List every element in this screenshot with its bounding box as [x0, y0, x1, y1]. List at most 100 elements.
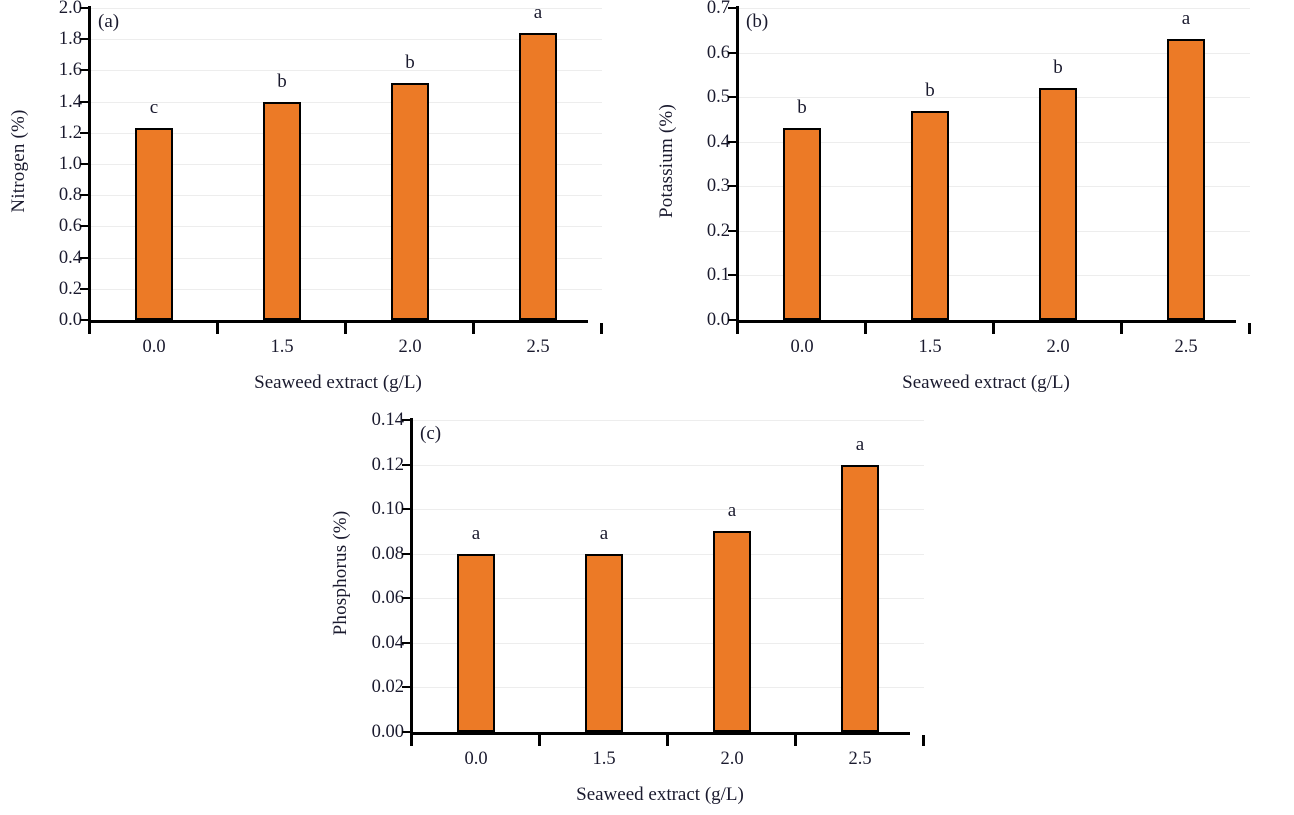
bar[interactable]: [783, 128, 821, 320]
y-tick-label: 0.6: [58, 216, 82, 237]
y-tick-label: 0.02: [371, 677, 404, 698]
y-axis-tick-labels: 0.0 0.1 0.2 0.3 0.4 0.5 0.6 0.7: [678, 0, 730, 329]
bar[interactable]: [391, 82, 429, 320]
y-tick-label: 0.2: [706, 220, 730, 241]
y-tick-label: 0.5: [706, 86, 730, 107]
significance-letter: a: [599, 522, 609, 544]
bar[interactable]: [519, 32, 557, 320]
gridline: [738, 275, 1250, 277]
significance-letter: a: [855, 433, 865, 455]
y-axis-spine: [410, 418, 413, 734]
gridline: [412, 553, 924, 555]
bar-slot: a: [474, 3, 602, 320]
x-tick-mark: [922, 735, 925, 746]
gridline: [412, 642, 924, 644]
x-tick-label: 0.0: [142, 337, 166, 357]
bar-slot: a: [668, 420, 796, 732]
panel-label: (c): [420, 423, 442, 444]
bar[interactable]: [841, 464, 879, 732]
x-tick-label: 1.5: [918, 337, 942, 357]
y-tick-mark: [80, 287, 88, 290]
y-axis-title: Nitrogen (%): [8, 109, 29, 213]
y-tick-mark: [728, 51, 736, 54]
y-tick-mark: [402, 731, 410, 733]
bar-slot: b: [346, 8, 474, 320]
panel-label: (a): [98, 11, 120, 32]
bar-slot: b: [218, 8, 346, 320]
bar[interactable]: [457, 553, 495, 732]
gridline: [90, 257, 602, 259]
y-tick-mark: [80, 319, 88, 321]
y-tick-mark: [402, 552, 410, 555]
gridline: [738, 97, 1250, 99]
y-tick-label: 0.1: [706, 265, 730, 286]
bar[interactable]: [135, 128, 173, 320]
y-tick-mark: [80, 163, 88, 165]
x-tick-mark: [344, 323, 347, 334]
gridline: [90, 8, 602, 9]
y-tick-label: 2.0: [58, 0, 82, 18]
x-axis-spine: [410, 732, 910, 735]
x-tick-label: 0.0: [464, 749, 488, 769]
bar[interactable]: [911, 110, 949, 320]
x-tick-mark: [1120, 323, 1123, 334]
y-tick-label: 0.12: [371, 454, 404, 475]
y-tick-mark: [402, 419, 410, 421]
bar[interactable]: [263, 101, 301, 320]
significance-letter: a: [533, 1, 543, 23]
significance-letter: b: [277, 70, 287, 92]
y-axis-spine: [736, 6, 739, 322]
x-axis-spine: [736, 320, 1236, 323]
gridline: [738, 8, 1250, 9]
gridline: [412, 464, 924, 466]
plot-area: c b b a: [90, 3, 602, 320]
y-axis-title: Potassium (%): [656, 104, 677, 218]
y-tick-mark: [728, 185, 736, 188]
y-tick-mark: [80, 100, 88, 103]
gridline: [90, 226, 602, 228]
bar[interactable]: [1039, 88, 1077, 320]
panel-a-nitrogen: Nitrogen (%) 0.0 0.2 0.4 0.6 0.8 1.0 1.2 1.4 1.6 1…: [0, 0, 620, 400]
y-tick-label: 0.06: [371, 588, 404, 609]
bar[interactable]: [713, 531, 751, 732]
y-tick-mark: [80, 7, 88, 9]
gridline: [90, 164, 602, 165]
y-tick-label: 0.00: [371, 721, 404, 742]
bar[interactable]: [1167, 39, 1205, 320]
y-tick-mark: [402, 508, 410, 511]
y-tick-mark: [80, 256, 88, 259]
y-tick-label: 0.04: [371, 632, 404, 653]
y-tick-label: 0.10: [371, 498, 404, 519]
x-tick-mark: [538, 735, 541, 746]
panel-a-inner: Nitrogen (%) 0.0 0.2 0.4 0.6 0.8 1.0 1.2 1.4 1.6 1…: [0, 0, 620, 400]
y-axis-tick-labels: 0.00 0.02 0.04 0.06 0.08 0.10 0.12 0.14: [352, 411, 404, 741]
y-axis-spine: [88, 6, 91, 322]
x-tick-mark: [410, 735, 413, 746]
significance-letter: a: [471, 522, 481, 544]
gridline: [412, 687, 924, 689]
x-tick-label: 1.5: [592, 749, 616, 769]
bar-slot: a: [540, 420, 668, 732]
bar[interactable]: [585, 553, 623, 732]
y-tick-mark: [728, 7, 736, 9]
x-axis-title: Seaweed extract (g/L): [902, 372, 1070, 393]
y-tick-label: 0.0: [706, 309, 730, 330]
panel-b-inner: Potassium (%) 0.0 0.1 0.2 0.3 0.4 0.5 0.6 0.7 b b b…: [648, 0, 1268, 400]
y-tick-mark: [728, 229, 736, 232]
y-tick-mark: [80, 38, 88, 41]
y-tick-label: 1.2: [58, 122, 82, 143]
gridline: [90, 70, 602, 72]
y-tick-mark: [402, 463, 410, 466]
panel-label: (b): [746, 11, 769, 32]
x-tick-mark: [88, 323, 91, 334]
bar-series: b b b a: [738, 8, 1250, 320]
x-tick-mark: [794, 735, 797, 746]
x-tick-label: 2.5: [526, 337, 550, 357]
x-tick-label: 2.5: [1174, 337, 1198, 357]
gridline: [738, 141, 1250, 143]
x-tick-mark: [1248, 323, 1251, 334]
gridline: [90, 195, 602, 197]
y-tick-mark: [402, 641, 410, 644]
x-tick-label: 0.0: [790, 337, 814, 357]
